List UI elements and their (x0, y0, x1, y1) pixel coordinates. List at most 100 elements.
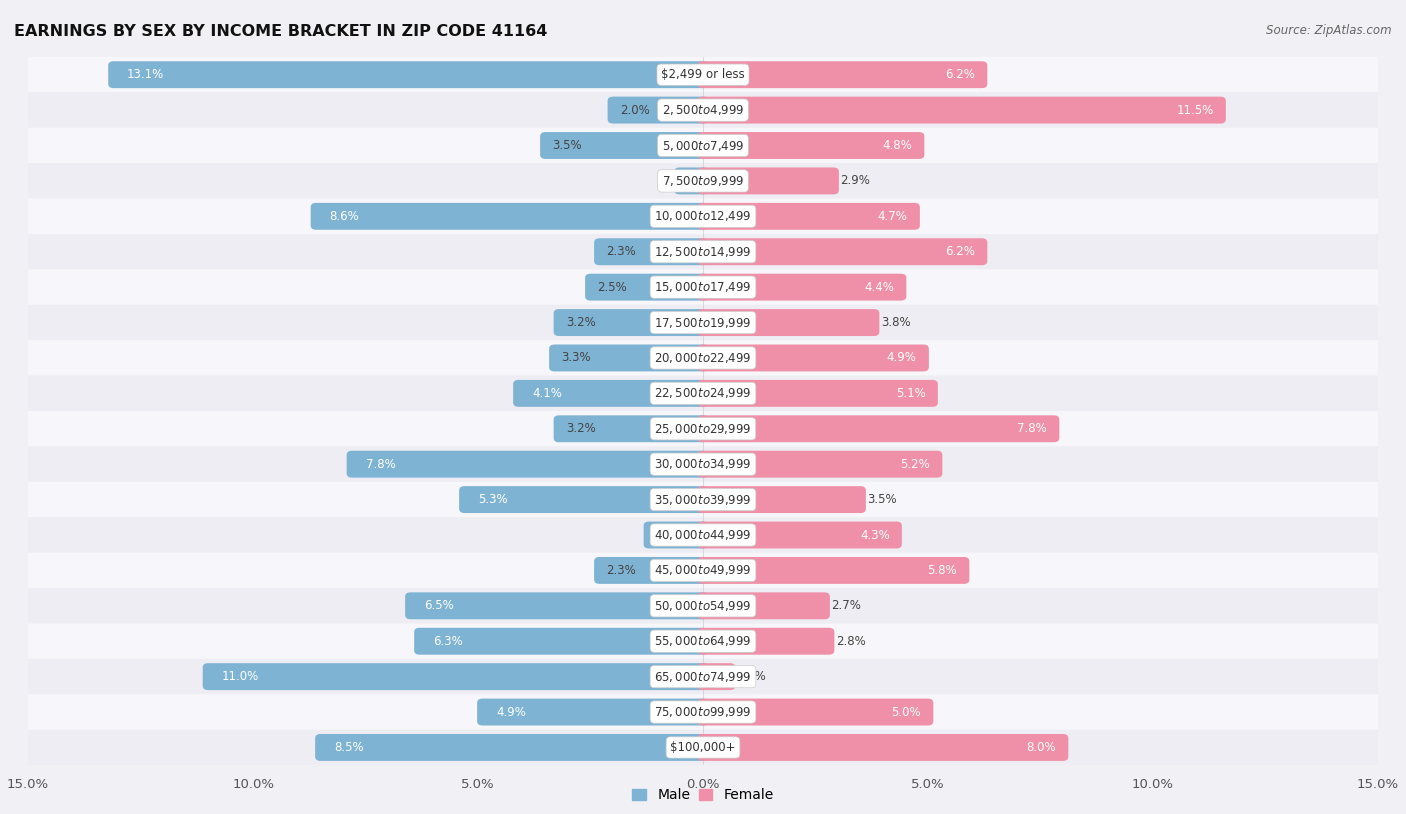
Text: 7.8%: 7.8% (1018, 422, 1047, 435)
FancyBboxPatch shape (585, 274, 709, 300)
FancyBboxPatch shape (697, 698, 934, 725)
Text: 13.1%: 13.1% (127, 68, 165, 81)
Text: $12,500 to $14,999: $12,500 to $14,999 (654, 245, 752, 259)
Text: 3.5%: 3.5% (868, 493, 897, 506)
FancyBboxPatch shape (513, 380, 709, 407)
Text: 3.8%: 3.8% (880, 316, 910, 329)
FancyBboxPatch shape (477, 698, 709, 725)
Text: $2,499 or less: $2,499 or less (661, 68, 745, 81)
FancyBboxPatch shape (540, 132, 709, 159)
FancyBboxPatch shape (28, 163, 1378, 199)
FancyBboxPatch shape (644, 522, 709, 549)
FancyBboxPatch shape (28, 659, 1378, 694)
FancyBboxPatch shape (28, 730, 1378, 765)
FancyBboxPatch shape (697, 168, 839, 195)
FancyBboxPatch shape (28, 340, 1378, 375)
Text: 8.6%: 8.6% (329, 210, 360, 223)
Text: 3.2%: 3.2% (565, 316, 596, 329)
Text: 2.8%: 2.8% (835, 635, 866, 648)
FancyBboxPatch shape (28, 553, 1378, 588)
Text: 3.5%: 3.5% (553, 139, 582, 152)
FancyBboxPatch shape (697, 451, 942, 478)
FancyBboxPatch shape (697, 274, 907, 300)
FancyBboxPatch shape (28, 375, 1378, 411)
FancyBboxPatch shape (697, 628, 834, 654)
FancyBboxPatch shape (28, 128, 1378, 163)
FancyBboxPatch shape (697, 380, 938, 407)
Legend: Male, Female: Male, Female (627, 783, 779, 807)
FancyBboxPatch shape (28, 57, 1378, 92)
Text: 7.8%: 7.8% (366, 457, 395, 470)
Text: 8.5%: 8.5% (335, 741, 364, 754)
FancyBboxPatch shape (108, 61, 709, 88)
FancyBboxPatch shape (697, 203, 920, 230)
Text: 0.6%: 0.6% (737, 670, 766, 683)
Text: $75,000 to $99,999: $75,000 to $99,999 (654, 705, 752, 719)
Text: $17,500 to $19,999: $17,500 to $19,999 (654, 316, 752, 330)
Text: 6.3%: 6.3% (433, 635, 463, 648)
Text: 2.3%: 2.3% (606, 245, 636, 258)
Text: 4.7%: 4.7% (877, 210, 908, 223)
Text: 6.5%: 6.5% (425, 599, 454, 612)
Text: 3.3%: 3.3% (561, 352, 591, 365)
Text: 4.4%: 4.4% (865, 281, 894, 294)
FancyBboxPatch shape (595, 239, 709, 265)
FancyBboxPatch shape (697, 486, 866, 513)
Text: 1.2%: 1.2% (655, 528, 686, 541)
Text: $10,000 to $12,499: $10,000 to $12,499 (654, 209, 752, 223)
FancyBboxPatch shape (550, 344, 709, 371)
Text: $7,500 to $9,999: $7,500 to $9,999 (662, 174, 744, 188)
Text: 3.2%: 3.2% (565, 422, 596, 435)
FancyBboxPatch shape (28, 92, 1378, 128)
Text: EARNINGS BY SEX BY INCOME BRACKET IN ZIP CODE 41164: EARNINGS BY SEX BY INCOME BRACKET IN ZIP… (14, 24, 547, 39)
FancyBboxPatch shape (607, 97, 709, 124)
Text: $22,500 to $24,999: $22,500 to $24,999 (654, 387, 752, 400)
Text: 5.3%: 5.3% (478, 493, 508, 506)
FancyBboxPatch shape (697, 663, 735, 690)
FancyBboxPatch shape (697, 593, 830, 619)
Text: 5.8%: 5.8% (928, 564, 957, 577)
FancyBboxPatch shape (697, 557, 969, 584)
Text: 2.9%: 2.9% (841, 174, 870, 187)
Text: $2,500 to $4,999: $2,500 to $4,999 (662, 103, 744, 117)
Text: 4.9%: 4.9% (496, 706, 526, 719)
FancyBboxPatch shape (28, 411, 1378, 446)
FancyBboxPatch shape (554, 415, 709, 442)
FancyBboxPatch shape (675, 168, 709, 195)
Text: $25,000 to $29,999: $25,000 to $29,999 (654, 422, 752, 435)
Text: Source: ZipAtlas.com: Source: ZipAtlas.com (1267, 24, 1392, 37)
Text: 2.0%: 2.0% (620, 103, 650, 116)
FancyBboxPatch shape (28, 446, 1378, 482)
FancyBboxPatch shape (28, 588, 1378, 624)
FancyBboxPatch shape (28, 304, 1378, 340)
FancyBboxPatch shape (697, 522, 901, 549)
FancyBboxPatch shape (202, 663, 709, 690)
Text: $50,000 to $54,999: $50,000 to $54,999 (654, 599, 752, 613)
Text: $45,000 to $49,999: $45,000 to $49,999 (654, 563, 752, 577)
Text: $35,000 to $39,999: $35,000 to $39,999 (654, 492, 752, 506)
Text: 6.2%: 6.2% (945, 245, 976, 258)
FancyBboxPatch shape (697, 132, 924, 159)
Text: $55,000 to $64,999: $55,000 to $64,999 (654, 634, 752, 648)
FancyBboxPatch shape (697, 309, 879, 336)
FancyBboxPatch shape (28, 199, 1378, 234)
FancyBboxPatch shape (697, 97, 1226, 124)
Text: 5.2%: 5.2% (900, 457, 931, 470)
FancyBboxPatch shape (311, 203, 709, 230)
Text: $15,000 to $17,499: $15,000 to $17,499 (654, 280, 752, 294)
Text: $30,000 to $34,999: $30,000 to $34,999 (654, 457, 752, 471)
FancyBboxPatch shape (415, 628, 709, 654)
Text: 0.52%: 0.52% (686, 174, 724, 187)
FancyBboxPatch shape (697, 239, 987, 265)
FancyBboxPatch shape (28, 482, 1378, 518)
FancyBboxPatch shape (460, 486, 709, 513)
Text: 11.0%: 11.0% (222, 670, 259, 683)
FancyBboxPatch shape (28, 234, 1378, 269)
Text: $20,000 to $22,499: $20,000 to $22,499 (654, 351, 752, 365)
Text: 5.0%: 5.0% (891, 706, 921, 719)
Text: $5,000 to $7,499: $5,000 to $7,499 (662, 138, 744, 152)
FancyBboxPatch shape (28, 518, 1378, 553)
FancyBboxPatch shape (405, 593, 709, 619)
FancyBboxPatch shape (28, 624, 1378, 659)
Text: $40,000 to $44,999: $40,000 to $44,999 (654, 528, 752, 542)
